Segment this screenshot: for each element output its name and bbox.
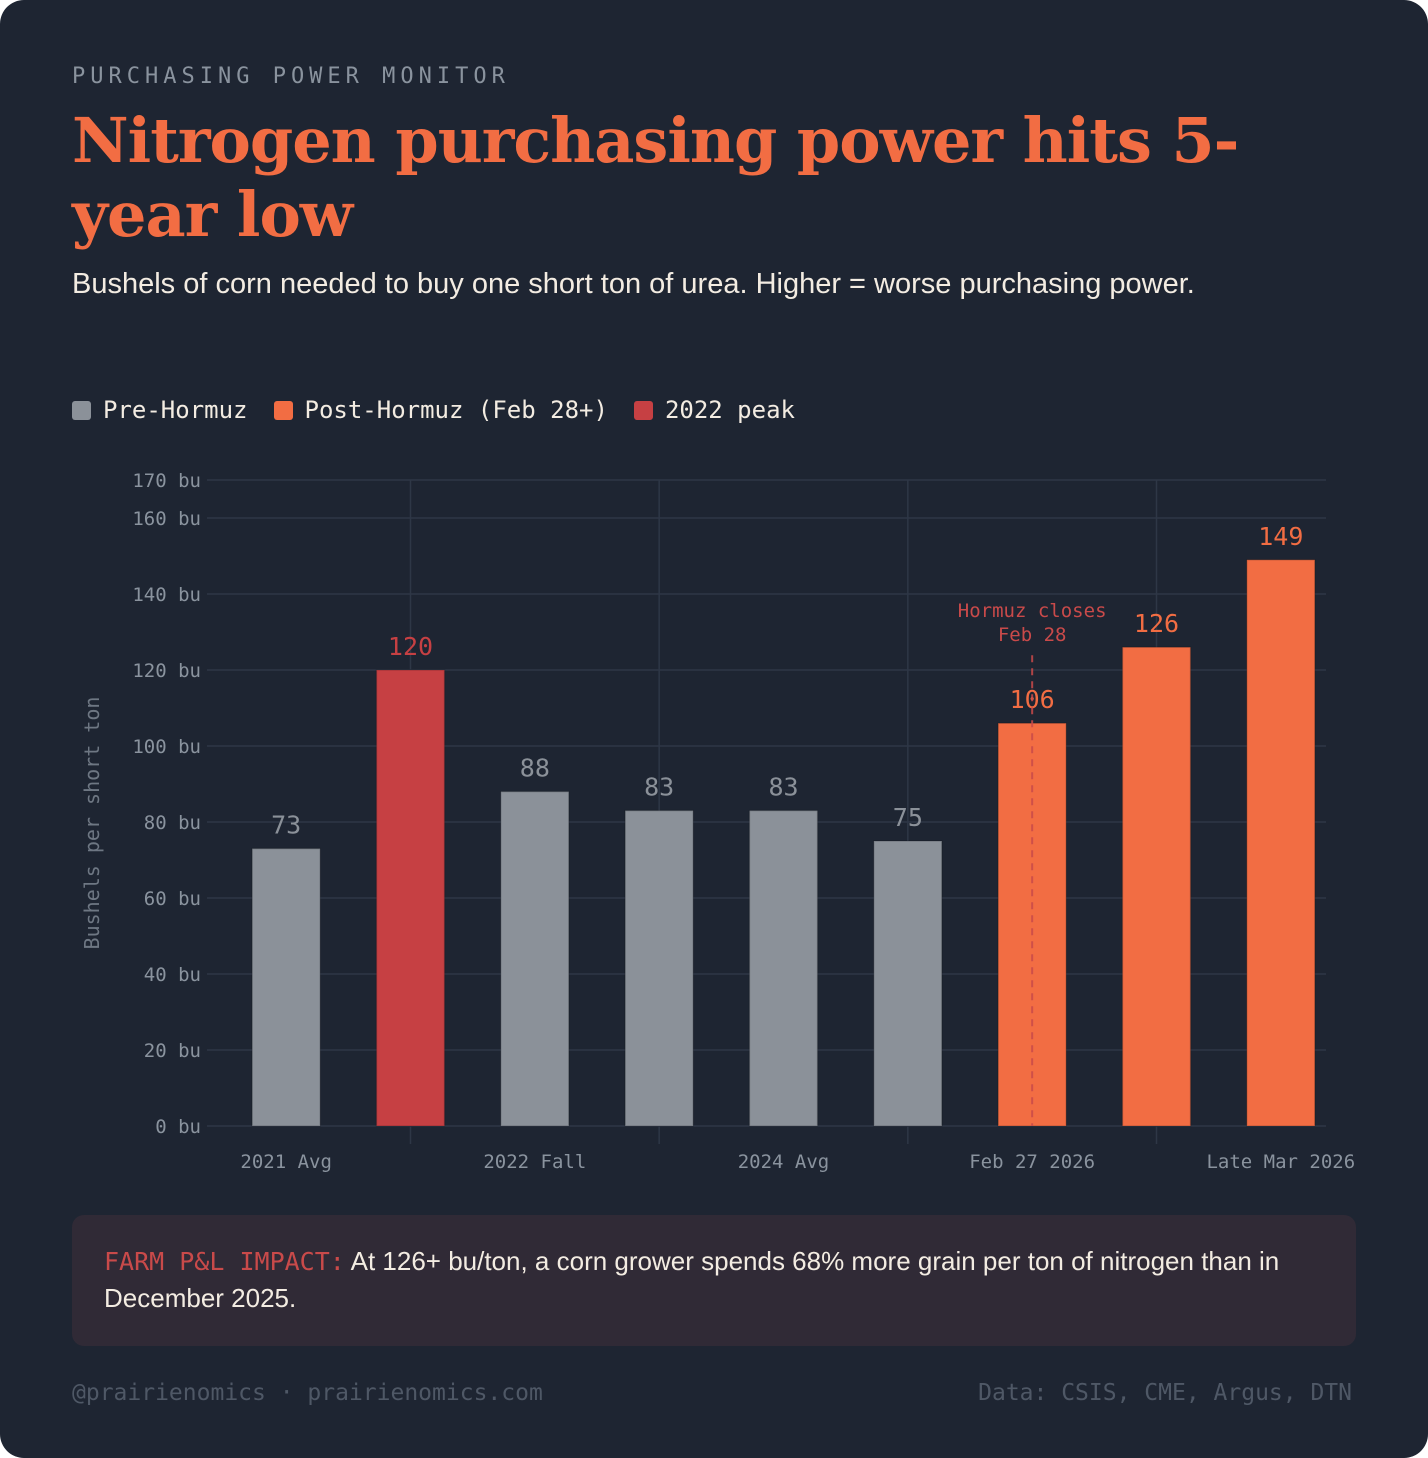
value-label: 83 [768, 773, 798, 802]
value-label: 83 [644, 773, 674, 802]
y-tick-label: 20 bu [144, 1040, 201, 1062]
eyebrow-label: PURCHASING POWER MONITOR [72, 64, 510, 89]
legend: Pre-Hormuz Post-Hormuz (Feb 28+) 2022 pe… [72, 396, 821, 424]
y-tick-label: 40 bu [144, 964, 201, 986]
legend-swatch-pre-hormuz [72, 400, 91, 420]
x-tick-label: 2021 Avg [240, 1151, 332, 1173]
bar [624, 809, 694, 1127]
legend-label: 2022 peak [664, 396, 795, 424]
x-tick-label: 2024 Avg [738, 1151, 830, 1173]
chart-subtitle: Bushels of corn needed to buy one short … [72, 268, 1195, 300]
legend-item-post-hormuz: Post-Hormuz (Feb 28+) [273, 396, 608, 424]
impact-callout: FARM P&L IMPACT: At 126+ bu/ton, a corn … [72, 1215, 1356, 1346]
y-axis-ticks: 0 bu 20 bu 40 bu 60 bu 80 bu 100 bu 120 bu 140 … [132, 470, 201, 1138]
x-tick-label: Feb 27 2026 [969, 1151, 1095, 1173]
y-tick-label: 60 bu [144, 888, 201, 910]
x-tick-label: 2022 Fall [483, 1151, 586, 1173]
bar [997, 722, 1067, 1127]
y-tick-label: 80 bu [144, 812, 201, 834]
value-label: 88 [520, 754, 550, 783]
legend-label: Pre-Hormuz [103, 396, 248, 424]
impact-label: FARM P&L IMPACT: [104, 1247, 345, 1276]
value-label: 75 [893, 803, 923, 832]
bar [748, 809, 819, 1127]
y-axis-title: Bushels per short ton [80, 697, 104, 950]
bar [873, 840, 943, 1127]
bar [1121, 646, 1192, 1127]
annotation-label: Hormuz closes [958, 600, 1107, 622]
bar [251, 847, 321, 1127]
chart-title: Nitrogen purchasing power hits 5-year lo… [72, 104, 1239, 251]
y-tick-label: 120 bu [132, 660, 201, 682]
y-tick-label: 100 bu [132, 736, 201, 758]
footer-source: Data: CSIS, CME, Argus, DTN [978, 1380, 1352, 1406]
impact-text: At 126+ bu/ton, a corn grower spends 68%… [104, 1246, 1280, 1313]
bar [375, 669, 446, 1127]
bar-chart: 0 bu 20 bu 40 bu 60 bu 80 bu 100 bu 120 bu 140 … [80, 470, 1355, 1173]
footer-credit: @prairienomics · prairienomics.com [72, 1380, 543, 1406]
x-axis-ticks: 2021 Avg 2022 Fall 2024 Avg Feb 27 2026 Late… [240, 1151, 1355, 1173]
x-tick-label: Late Mar 2026 [1206, 1151, 1355, 1173]
legend-item-2022-peak: 2022 peak [633, 396, 795, 424]
legend-swatch-post-hormuz [273, 400, 293, 420]
y-tick-label: 170 bu [132, 470, 201, 492]
bar [500, 790, 570, 1127]
legend-label: Post-Hormuz (Feb 28+) [304, 396, 608, 424]
y-tick-label: 140 bu [132, 584, 201, 606]
legend-item-pre-hormuz: Pre-Hormuz [72, 396, 248, 424]
value-label: 120 [388, 632, 433, 661]
value-label: 73 [271, 811, 301, 840]
bar [1246, 559, 1316, 1127]
annotation-label: Feb 28 [998, 624, 1067, 646]
y-tick-label: 160 bu [132, 508, 201, 530]
value-label: 149 [1258, 522, 1303, 551]
value-label: 126 [1134, 609, 1179, 638]
legend-swatch-2022-peak [633, 400, 653, 420]
bars [251, 559, 1316, 1127]
y-tick-label: 0 bu [155, 1116, 201, 1138]
